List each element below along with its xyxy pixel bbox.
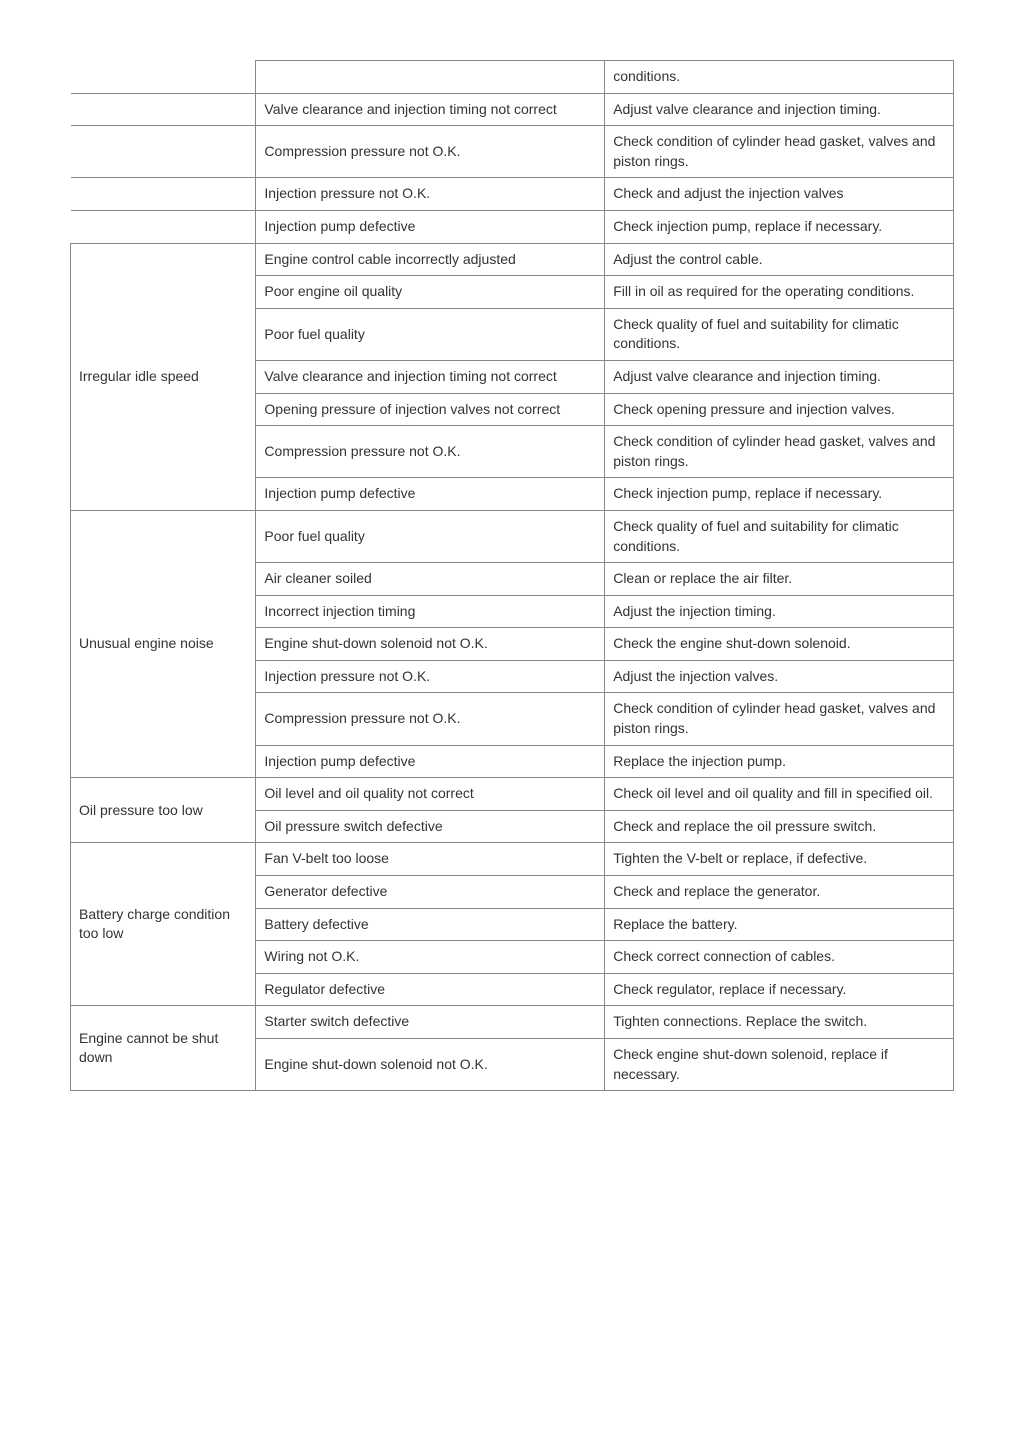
remedy-cell: Adjust the control cable. bbox=[605, 243, 954, 276]
fault-cell bbox=[71, 61, 256, 94]
remedy-cell: Adjust the injection valves. bbox=[605, 660, 954, 693]
table-row: Injection pump defectiveCheck injection … bbox=[71, 210, 954, 243]
cause-cell: Injection pressure not O.K. bbox=[256, 178, 605, 211]
remedy-cell: Replace the injection pump. bbox=[605, 745, 954, 778]
remedy-cell: Check engine shut-down solenoid, replace… bbox=[605, 1039, 954, 1091]
remedy-cell: Adjust valve clearance and injection tim… bbox=[605, 93, 954, 126]
cause-cell: Compression pressure not O.K. bbox=[256, 426, 605, 478]
cause-cell: Compression pressure not O.K. bbox=[256, 693, 605, 745]
fault-cell bbox=[71, 93, 256, 126]
cause-cell: Poor fuel quality bbox=[256, 510, 605, 562]
cause-cell bbox=[256, 61, 605, 94]
fault-cell bbox=[71, 210, 256, 243]
remedy-cell: Check quality of fuel and suitability fo… bbox=[605, 510, 954, 562]
remedy-cell: Check condition of cylinder head gasket,… bbox=[605, 693, 954, 745]
cause-cell: Engine shut-down solenoid not O.K. bbox=[256, 628, 605, 661]
fault-cell: Irregular idle speed bbox=[71, 243, 256, 510]
cause-cell: Poor fuel quality bbox=[256, 308, 605, 360]
cause-cell: Regulator defective bbox=[256, 973, 605, 1006]
fault-cell: Engine cannot be shut down bbox=[71, 1006, 256, 1091]
fault-cell: Battery charge condition too low bbox=[71, 843, 256, 1006]
remedy-cell: Clean or replace the air filter. bbox=[605, 563, 954, 596]
cause-cell: Oil level and oil quality not correct bbox=[256, 778, 605, 811]
remedy-cell: Check injection pump, replace if necessa… bbox=[605, 478, 954, 511]
cause-cell: Fan V-belt too loose bbox=[256, 843, 605, 876]
table-row: Unusual engine noisePoor fuel qualityChe… bbox=[71, 510, 954, 562]
remedy-cell: Adjust the injection timing. bbox=[605, 595, 954, 628]
remedy-cell: Tighten connections. Replace the switch. bbox=[605, 1006, 954, 1039]
remedy-cell: conditions. bbox=[605, 61, 954, 94]
table-row: Engine cannot be shut downStarter switch… bbox=[71, 1006, 954, 1039]
table-row: Irregular idle speedEngine control cable… bbox=[71, 243, 954, 276]
fault-cell: Unusual engine noise bbox=[71, 510, 256, 777]
remedy-cell: Check correct connection of cables. bbox=[605, 941, 954, 974]
cause-cell: Injection pressure not O.K. bbox=[256, 660, 605, 693]
remedy-cell: Check condition of cylinder head gasket,… bbox=[605, 426, 954, 478]
remedy-cell: Check and adjust the injection valves bbox=[605, 178, 954, 211]
cause-cell: Oil pressure switch defective bbox=[256, 810, 605, 843]
remedy-cell: Check and replace the generator. bbox=[605, 876, 954, 909]
remedy-cell: Check opening pressure and injection val… bbox=[605, 393, 954, 426]
remedy-cell: Adjust valve clearance and injection tim… bbox=[605, 360, 954, 393]
cause-cell: Wiring not O.K. bbox=[256, 941, 605, 974]
remedy-cell: Check condition of cylinder head gasket,… bbox=[605, 126, 954, 178]
cause-cell: Engine control cable incorrectly adjuste… bbox=[256, 243, 605, 276]
remedy-cell: Check quality of fuel and suitability fo… bbox=[605, 308, 954, 360]
cause-cell: Poor engine oil quality bbox=[256, 276, 605, 309]
cause-cell: Starter switch defective bbox=[256, 1006, 605, 1039]
fault-cell bbox=[71, 126, 256, 178]
cause-cell: Battery defective bbox=[256, 908, 605, 941]
cause-cell: Air cleaner soiled bbox=[256, 563, 605, 596]
table-row: Battery charge condition too lowFan V-be… bbox=[71, 843, 954, 876]
table-row: conditions. bbox=[71, 61, 954, 94]
cause-cell: Injection pump defective bbox=[256, 478, 605, 511]
troubleshooting-table: conditions.Valve clearance and injection… bbox=[70, 60, 954, 1091]
remedy-cell: Check regulator, replace if necessary. bbox=[605, 973, 954, 1006]
table-row: Compression pressure not O.K.Check condi… bbox=[71, 126, 954, 178]
table-row: Oil pressure too lowOil level and oil qu… bbox=[71, 778, 954, 811]
cause-cell: Compression pressure not O.K. bbox=[256, 126, 605, 178]
cause-cell: Generator defective bbox=[256, 876, 605, 909]
fault-cell bbox=[71, 178, 256, 211]
cause-cell: Valve clearance and injection timing not… bbox=[256, 360, 605, 393]
remedy-cell: Check and replace the oil pressure switc… bbox=[605, 810, 954, 843]
cause-cell: Opening pressure of injection valves not… bbox=[256, 393, 605, 426]
cause-cell: Engine shut-down solenoid not O.K. bbox=[256, 1039, 605, 1091]
remedy-cell: Fill in oil as required for the operatin… bbox=[605, 276, 954, 309]
remedy-cell: Check the engine shut-down solenoid. bbox=[605, 628, 954, 661]
cause-cell: Injection pump defective bbox=[256, 745, 605, 778]
table-row: Injection pressure not O.K.Check and adj… bbox=[71, 178, 954, 211]
cause-cell: Injection pump defective bbox=[256, 210, 605, 243]
cause-cell: Incorrect injection timing bbox=[256, 595, 605, 628]
cause-cell: Valve clearance and injection timing not… bbox=[256, 93, 605, 126]
remedy-cell: Replace the battery. bbox=[605, 908, 954, 941]
remedy-cell: Check injection pump, replace if necessa… bbox=[605, 210, 954, 243]
remedy-cell: Check oil level and oil quality and fill… bbox=[605, 778, 954, 811]
remedy-cell: Tighten the V-belt or replace, if defect… bbox=[605, 843, 954, 876]
table-row: Valve clearance and injection timing not… bbox=[71, 93, 954, 126]
fault-cell: Oil pressure too low bbox=[71, 778, 256, 843]
